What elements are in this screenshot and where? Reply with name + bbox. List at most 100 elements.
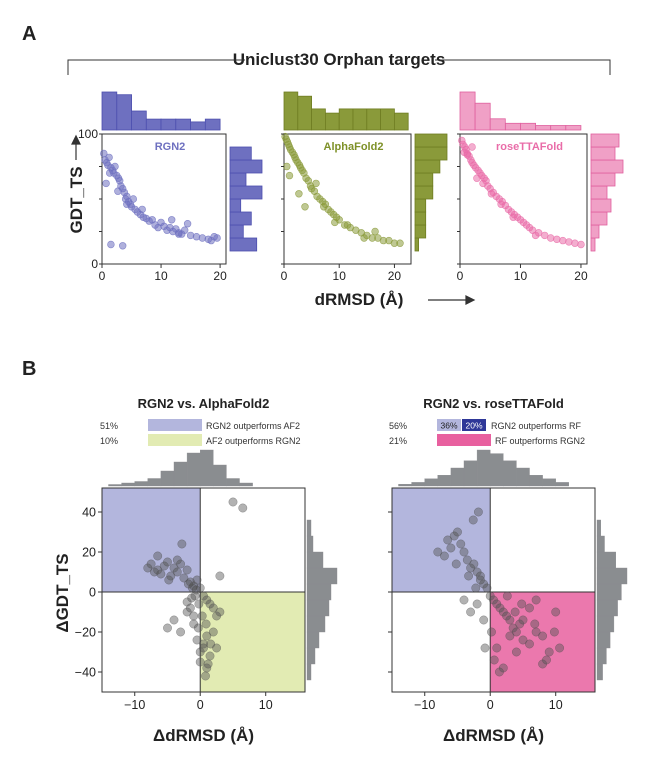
data-point	[183, 579, 193, 589]
data-point	[538, 631, 548, 641]
data-point	[511, 647, 521, 657]
scatter-panel-rgn2: RGN2 0 10 20 100 0	[78, 91, 263, 283]
legend-label: AF2 outperforms RGN2	[206, 436, 301, 446]
data-point	[459, 547, 469, 557]
panel-a-charts: RGN2 0 10 20 100 0 AlphaFold2 0 10 20 roseTTAFold 0…	[78, 91, 624, 283]
data-point	[331, 218, 339, 227]
y-histogram-bar	[306, 615, 326, 633]
data-point	[111, 162, 119, 171]
x-histogram-bar	[516, 467, 530, 487]
data-point	[146, 559, 156, 569]
y-histogram-bar	[229, 237, 258, 252]
data-point	[371, 227, 379, 236]
data-point	[192, 635, 202, 645]
data-point	[559, 236, 567, 245]
data-point	[189, 611, 199, 621]
data-point	[475, 575, 485, 585]
x-histogram-bar	[535, 125, 552, 131]
x-histogram-bar	[147, 478, 162, 487]
data-point	[343, 221, 352, 229]
data-point	[497, 200, 505, 208]
data-point	[105, 153, 113, 162]
y-histogram-bar	[596, 631, 611, 649]
y-histogram-bar	[596, 599, 618, 617]
x-histogram-bar	[116, 94, 133, 131]
y-histogram-bar	[590, 133, 620, 148]
data-point	[464, 571, 474, 581]
data-point	[525, 639, 534, 649]
x-histogram-bar	[160, 118, 177, 131]
x-histogram-bar	[101, 91, 118, 131]
quadrant-region	[392, 488, 491, 592]
y-histogram-bar	[414, 237, 419, 252]
x-histogram-bar	[121, 482, 135, 487]
y-tick-label: −40	[75, 666, 96, 680]
data-point	[473, 507, 483, 517]
x-histogram-bar	[145, 118, 162, 131]
panel-a-title: Uniclust30 Orphan targets	[233, 50, 446, 69]
data-point	[518, 615, 528, 625]
data-point	[187, 593, 197, 603]
data-point	[517, 599, 527, 609]
data-point	[285, 171, 294, 180]
y-histogram-bar	[596, 567, 628, 585]
data-point	[531, 231, 540, 240]
data-point	[509, 213, 517, 221]
data-point	[181, 226, 189, 234]
x-tick-label: 0	[487, 698, 494, 712]
data-point	[301, 203, 309, 211]
y-tick-label: 20	[82, 546, 96, 560]
data-point	[565, 238, 573, 246]
data-point	[502, 591, 512, 601]
data-point	[208, 627, 218, 637]
y-histogram-bar	[590, 198, 612, 213]
y-tick-label: 40	[82, 506, 96, 520]
x-tick-label: 20	[574, 269, 588, 283]
x-histogram-bar	[190, 121, 206, 131]
data-point	[487, 190, 496, 198]
data-point	[172, 555, 182, 565]
data-point	[505, 631, 515, 641]
y-histogram-bar	[414, 211, 427, 226]
y-histogram-bar	[590, 146, 616, 161]
data-point	[203, 659, 213, 669]
x-histogram-bar	[474, 102, 491, 131]
x-histogram-bar	[366, 108, 381, 131]
x-axis-label: ΔdRMSD (Å)	[443, 726, 544, 745]
y-histogram-bar	[306, 599, 330, 617]
x-tick-label: 10	[514, 269, 528, 283]
legend-segment-label: 36%	[440, 421, 457, 431]
y-histogram-bar	[596, 615, 615, 633]
data-point	[194, 599, 204, 609]
data-point	[471, 583, 481, 593]
x-histogram-bar	[411, 482, 425, 487]
x-histogram-bar	[380, 108, 395, 131]
data-point	[153, 551, 163, 561]
legend-swatch	[148, 419, 202, 431]
x-tick-label: 20	[213, 269, 227, 283]
delta-panel-2: RGN2 vs. roseTTAFold 56% 36% 20% RGN2 outper…	[388, 396, 628, 745]
data-point	[177, 539, 187, 549]
x-histogram-bar	[297, 95, 312, 131]
y-histogram-bar	[306, 647, 316, 665]
x-tick-label: 10	[154, 269, 168, 283]
data-point	[531, 595, 541, 605]
y-tick-label: −20	[75, 626, 96, 640]
y-histogram-bar	[306, 631, 320, 649]
data-point	[206, 639, 216, 649]
data-point	[466, 607, 476, 617]
data-point	[183, 220, 192, 228]
y-histogram-bar	[229, 185, 263, 200]
x-histogram-bar	[160, 470, 175, 487]
x-histogram-bar	[520, 122, 537, 131]
legend-percent: 10%	[100, 436, 118, 446]
data-point	[396, 239, 404, 247]
data-point	[172, 567, 182, 577]
quadrant-region	[490, 592, 595, 692]
data-point	[469, 559, 479, 569]
data-point	[295, 190, 303, 198]
y-tick-label: 0	[91, 257, 98, 271]
data-point	[525, 603, 534, 613]
data-point	[571, 239, 579, 247]
